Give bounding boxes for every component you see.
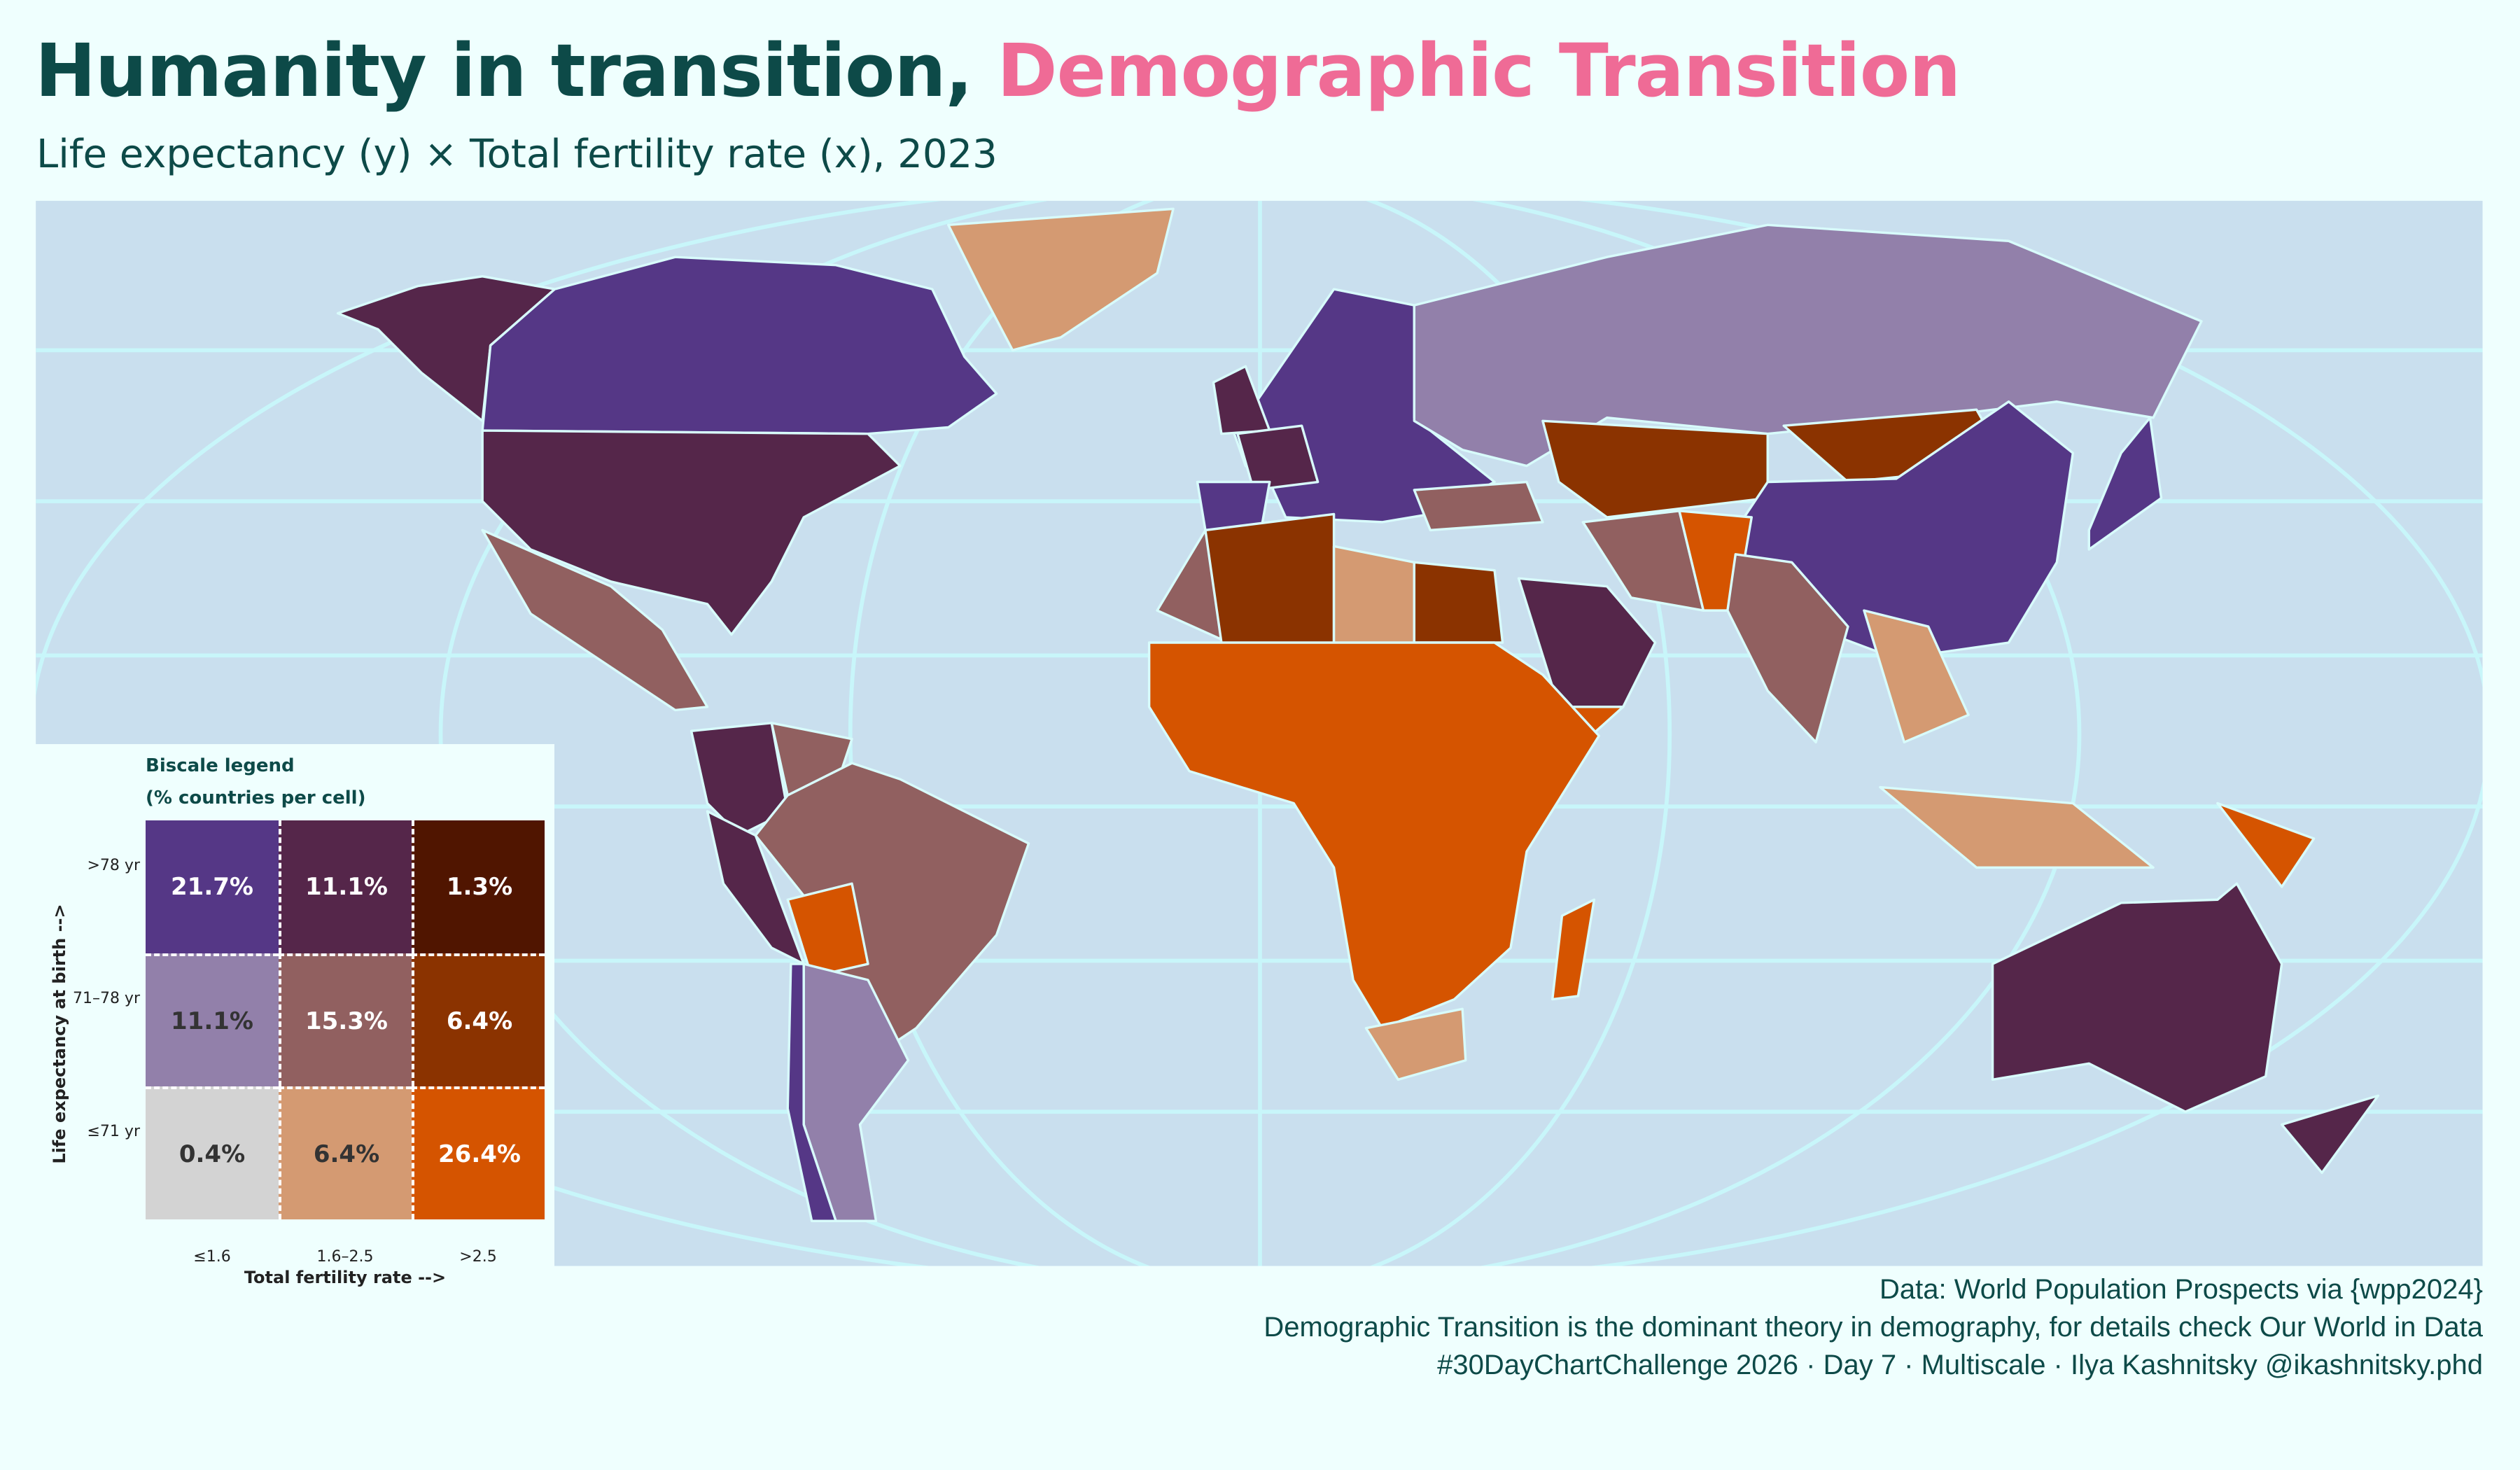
legend-cell: 15.3% bbox=[279, 953, 412, 1086]
country-indonesia bbox=[1879, 785, 2155, 869]
legend-cell: 1.3% bbox=[412, 820, 545, 953]
legend-cell: 0.4% bbox=[146, 1086, 279, 1219]
title-main: Humanity in transition, bbox=[35, 28, 997, 113]
country-australia bbox=[1991, 882, 2283, 1113]
country-kazakhstan bbox=[1541, 419, 1769, 519]
legend-col-label: 1.6–2.5 bbox=[316, 1248, 374, 1266]
country-madagascar bbox=[1550, 898, 1596, 1001]
page-title: Humanity in transition, Demographic Tran… bbox=[35, 28, 1961, 113]
legend-cell: 11.1% bbox=[146, 953, 279, 1086]
country-india bbox=[1726, 553, 1849, 744]
country-algeria bbox=[1204, 512, 1336, 660]
caption-note: Demographic Transition is the dominant t… bbox=[1264, 1312, 2483, 1343]
countries bbox=[336, 207, 2380, 1222]
country-france bbox=[1236, 424, 1320, 491]
country-japan bbox=[2087, 416, 2163, 551]
legend-row-label: ≤71 yr bbox=[87, 1123, 141, 1140]
country-mexico bbox=[481, 528, 709, 712]
country-chile bbox=[786, 962, 837, 1222]
country-colombia bbox=[690, 722, 789, 837]
country-egypt bbox=[1413, 561, 1504, 644]
legend-title: Biscale legend bbox=[146, 755, 295, 776]
country-turkey bbox=[1413, 480, 1544, 532]
legend-cell: 21.7% bbox=[146, 820, 279, 953]
caption-data-source: Data: World Population Prospects via {wp… bbox=[1879, 1274, 2483, 1305]
country-papua-new-guinea bbox=[2216, 802, 2316, 888]
legend-subtitle: (% countries per cell) bbox=[146, 788, 366, 808]
country-greenland bbox=[947, 207, 1175, 352]
legend-row-label: >78 yr bbox=[87, 857, 141, 874]
legend-row-label: 71–78 yr bbox=[72, 990, 140, 1007]
country-peru bbox=[706, 810, 805, 965]
biscale-legend: Biscale legend (% countries per cell) Li… bbox=[35, 744, 554, 1287]
legend-cell: 11.1% bbox=[279, 820, 412, 953]
country-south-africa bbox=[1364, 1007, 1467, 1082]
legend-col-label: >2.5 bbox=[459, 1248, 497, 1266]
legend-cell: 26.4% bbox=[412, 1086, 545, 1219]
country-usa bbox=[481, 429, 902, 636]
country-new-zealand bbox=[2280, 1094, 2380, 1175]
legend-cell: 6.4% bbox=[412, 953, 545, 1086]
legend-x-axis-title: Total fertility rate --> bbox=[244, 1268, 447, 1287]
caption-credits: #30DayChartChallenge 2026 · Day 7 · Mult… bbox=[1437, 1350, 2483, 1380]
legend-col-label: ≤1.6 bbox=[193, 1248, 231, 1266]
country-libya bbox=[1332, 545, 1416, 652]
title-highlight: Demographic Transition bbox=[997, 28, 1961, 113]
country-sub-saharan-africa bbox=[1147, 641, 1600, 1030]
legend-cell: 6.4% bbox=[279, 1086, 412, 1219]
page-subtitle: Life expectancy (y) × Total fertility ra… bbox=[36, 132, 997, 177]
country-southeast-asia bbox=[1863, 609, 1970, 744]
country-bolivia bbox=[786, 882, 869, 979]
legend-y-axis-title: Life expectancy at birth --> bbox=[50, 904, 69, 1164]
